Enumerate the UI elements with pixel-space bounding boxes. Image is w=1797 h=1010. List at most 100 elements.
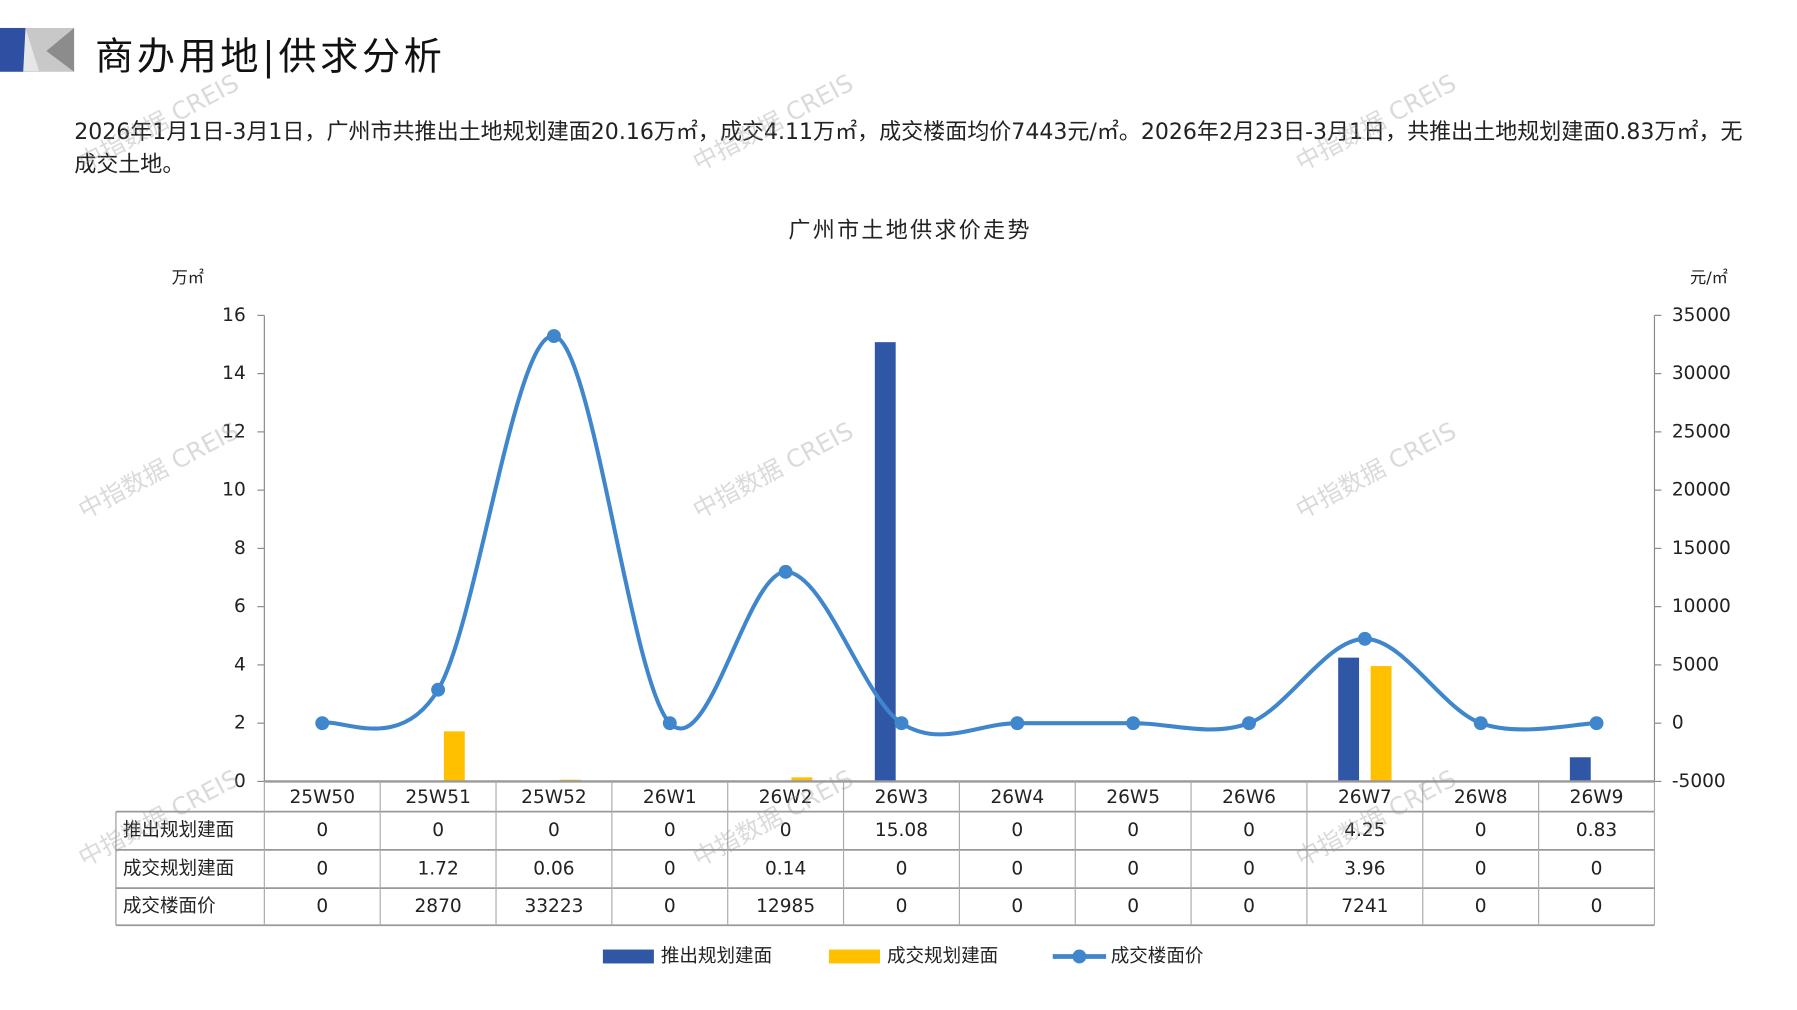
table-cell: 0.06 — [533, 858, 574, 879]
legend-label: 成交规划建面 — [887, 946, 998, 967]
price-point — [431, 682, 446, 697]
right-tick-label: 20000 — [1672, 480, 1731, 501]
bar-deal — [791, 777, 813, 782]
table-cell: 2870 — [415, 896, 462, 917]
table-cell: 4.25 — [1344, 820, 1385, 841]
table-cell: 0 — [432, 820, 444, 841]
right-tick-label: 5000 — [1672, 654, 1719, 675]
left-tick-label: 2 — [234, 713, 246, 734]
table-cell: 15.08 — [875, 820, 928, 841]
category-label: 26W2 — [759, 787, 813, 808]
bar-supply — [1569, 757, 1591, 782]
left-tick-label: 6 — [234, 596, 246, 617]
category-label: 26W5 — [1106, 787, 1160, 808]
table-cell: 0 — [316, 896, 328, 917]
table-cell: 0 — [780, 820, 792, 841]
chart-title: 广州市土地供求价走势 — [788, 217, 1032, 244]
category-label: 26W1 — [643, 787, 697, 808]
price-line — [321, 334, 1597, 737]
page-title: 商办用地|供求分析 — [95, 33, 446, 79]
table-row-header: 成交楼面价 — [123, 896, 216, 917]
legend-swatch — [602, 949, 654, 964]
right-tick-label: 0 — [1672, 713, 1684, 734]
table-cell: 0 — [1127, 858, 1139, 879]
category-label: 26W6 — [1222, 787, 1276, 808]
legend-marker — [1072, 949, 1087, 964]
table-cell: 0 — [1243, 820, 1255, 841]
price-point — [546, 329, 561, 344]
bar-deal — [443, 731, 465, 782]
table-cell: 7241 — [1341, 896, 1388, 917]
legend-swatch — [828, 949, 880, 964]
table-cell: 1.72 — [417, 858, 458, 879]
table-cell: 0 — [1591, 896, 1603, 917]
category-label: 26W7 — [1338, 787, 1392, 808]
table-cell: 0 — [1475, 820, 1487, 841]
table-row-header: 推出规划建面 — [123, 820, 234, 841]
right-axis-unit: 元/㎡ — [1690, 268, 1728, 287]
table-cell: 0 — [664, 896, 676, 917]
table-cell: 0.83 — [1576, 820, 1617, 841]
legend-label: 推出规划建面 — [661, 946, 772, 967]
category-label: 25W50 — [289, 787, 355, 808]
category-label: 26W4 — [990, 787, 1044, 808]
left-tick-label: 0 — [234, 771, 246, 792]
table-cell: 0 — [1011, 820, 1023, 841]
left-axis-unit: 万㎡ — [172, 268, 204, 287]
bar-deal — [1370, 666, 1392, 782]
description-text: 2026年1月1日-3月1日，广州市共推出土地规划建面20.16万㎡，成交4.1… — [74, 119, 1743, 178]
price-point — [778, 564, 793, 579]
category-label: 26W8 — [1454, 787, 1508, 808]
table-cell: 0 — [316, 858, 328, 879]
right-tick-label: 10000 — [1672, 596, 1731, 617]
table-cell: 0 — [1475, 858, 1487, 879]
table-cell: 0.14 — [765, 858, 806, 879]
table-cell: 0 — [316, 820, 328, 841]
right-tick-label: 35000 — [1672, 305, 1731, 326]
title-logo-icon — [0, 27, 75, 72]
category-label: 26W9 — [1570, 787, 1624, 808]
category-label: 25W52 — [521, 787, 587, 808]
right-tick-label: -5000 — [1672, 771, 1726, 792]
price-point — [1010, 716, 1025, 731]
table-cell: 12985 — [756, 896, 815, 917]
table-cell: 0 — [1243, 896, 1255, 917]
right-tick-label: 25000 — [1672, 421, 1731, 442]
table-cell: 0 — [1475, 896, 1487, 917]
price-point — [1126, 716, 1141, 731]
left-tick-label: 10 — [222, 480, 246, 501]
table-cell: 0 — [1127, 896, 1139, 917]
table-cell: 33223 — [524, 896, 583, 917]
bar-supply — [874, 342, 896, 782]
bar-supply — [1338, 657, 1360, 782]
category-label: 25W51 — [405, 787, 471, 808]
table-cell: 0 — [1011, 896, 1023, 917]
table-cell: 0 — [896, 896, 908, 917]
table-cell: 0 — [896, 858, 908, 879]
price-point — [315, 716, 330, 731]
table-row-header: 成交规划建面 — [123, 858, 234, 879]
table-cell: 0 — [1591, 858, 1603, 879]
table-cell: 0 — [1127, 820, 1139, 841]
left-tick-label: 4 — [234, 654, 246, 675]
right-tick-label: 30000 — [1672, 363, 1731, 384]
price-point — [1473, 716, 1488, 731]
price-point — [894, 716, 909, 731]
left-tick-label: 8 — [234, 538, 246, 559]
left-tick-label: 12 — [222, 421, 246, 442]
price-point — [662, 716, 677, 731]
left-tick-label: 14 — [222, 363, 246, 384]
left-tick-label: 16 — [222, 305, 246, 326]
table-cell: 0 — [664, 820, 676, 841]
price-point — [1242, 716, 1256, 731]
table-cell: 0 — [1243, 858, 1255, 879]
table-cell: 3.96 — [1344, 858, 1385, 879]
price-point — [1589, 716, 1604, 731]
table-cell: 0 — [664, 858, 676, 879]
table-cell: 0 — [1011, 858, 1023, 879]
category-label: 26W3 — [875, 787, 929, 808]
table-cell: 0 — [548, 820, 560, 841]
price-point — [1357, 631, 1372, 646]
